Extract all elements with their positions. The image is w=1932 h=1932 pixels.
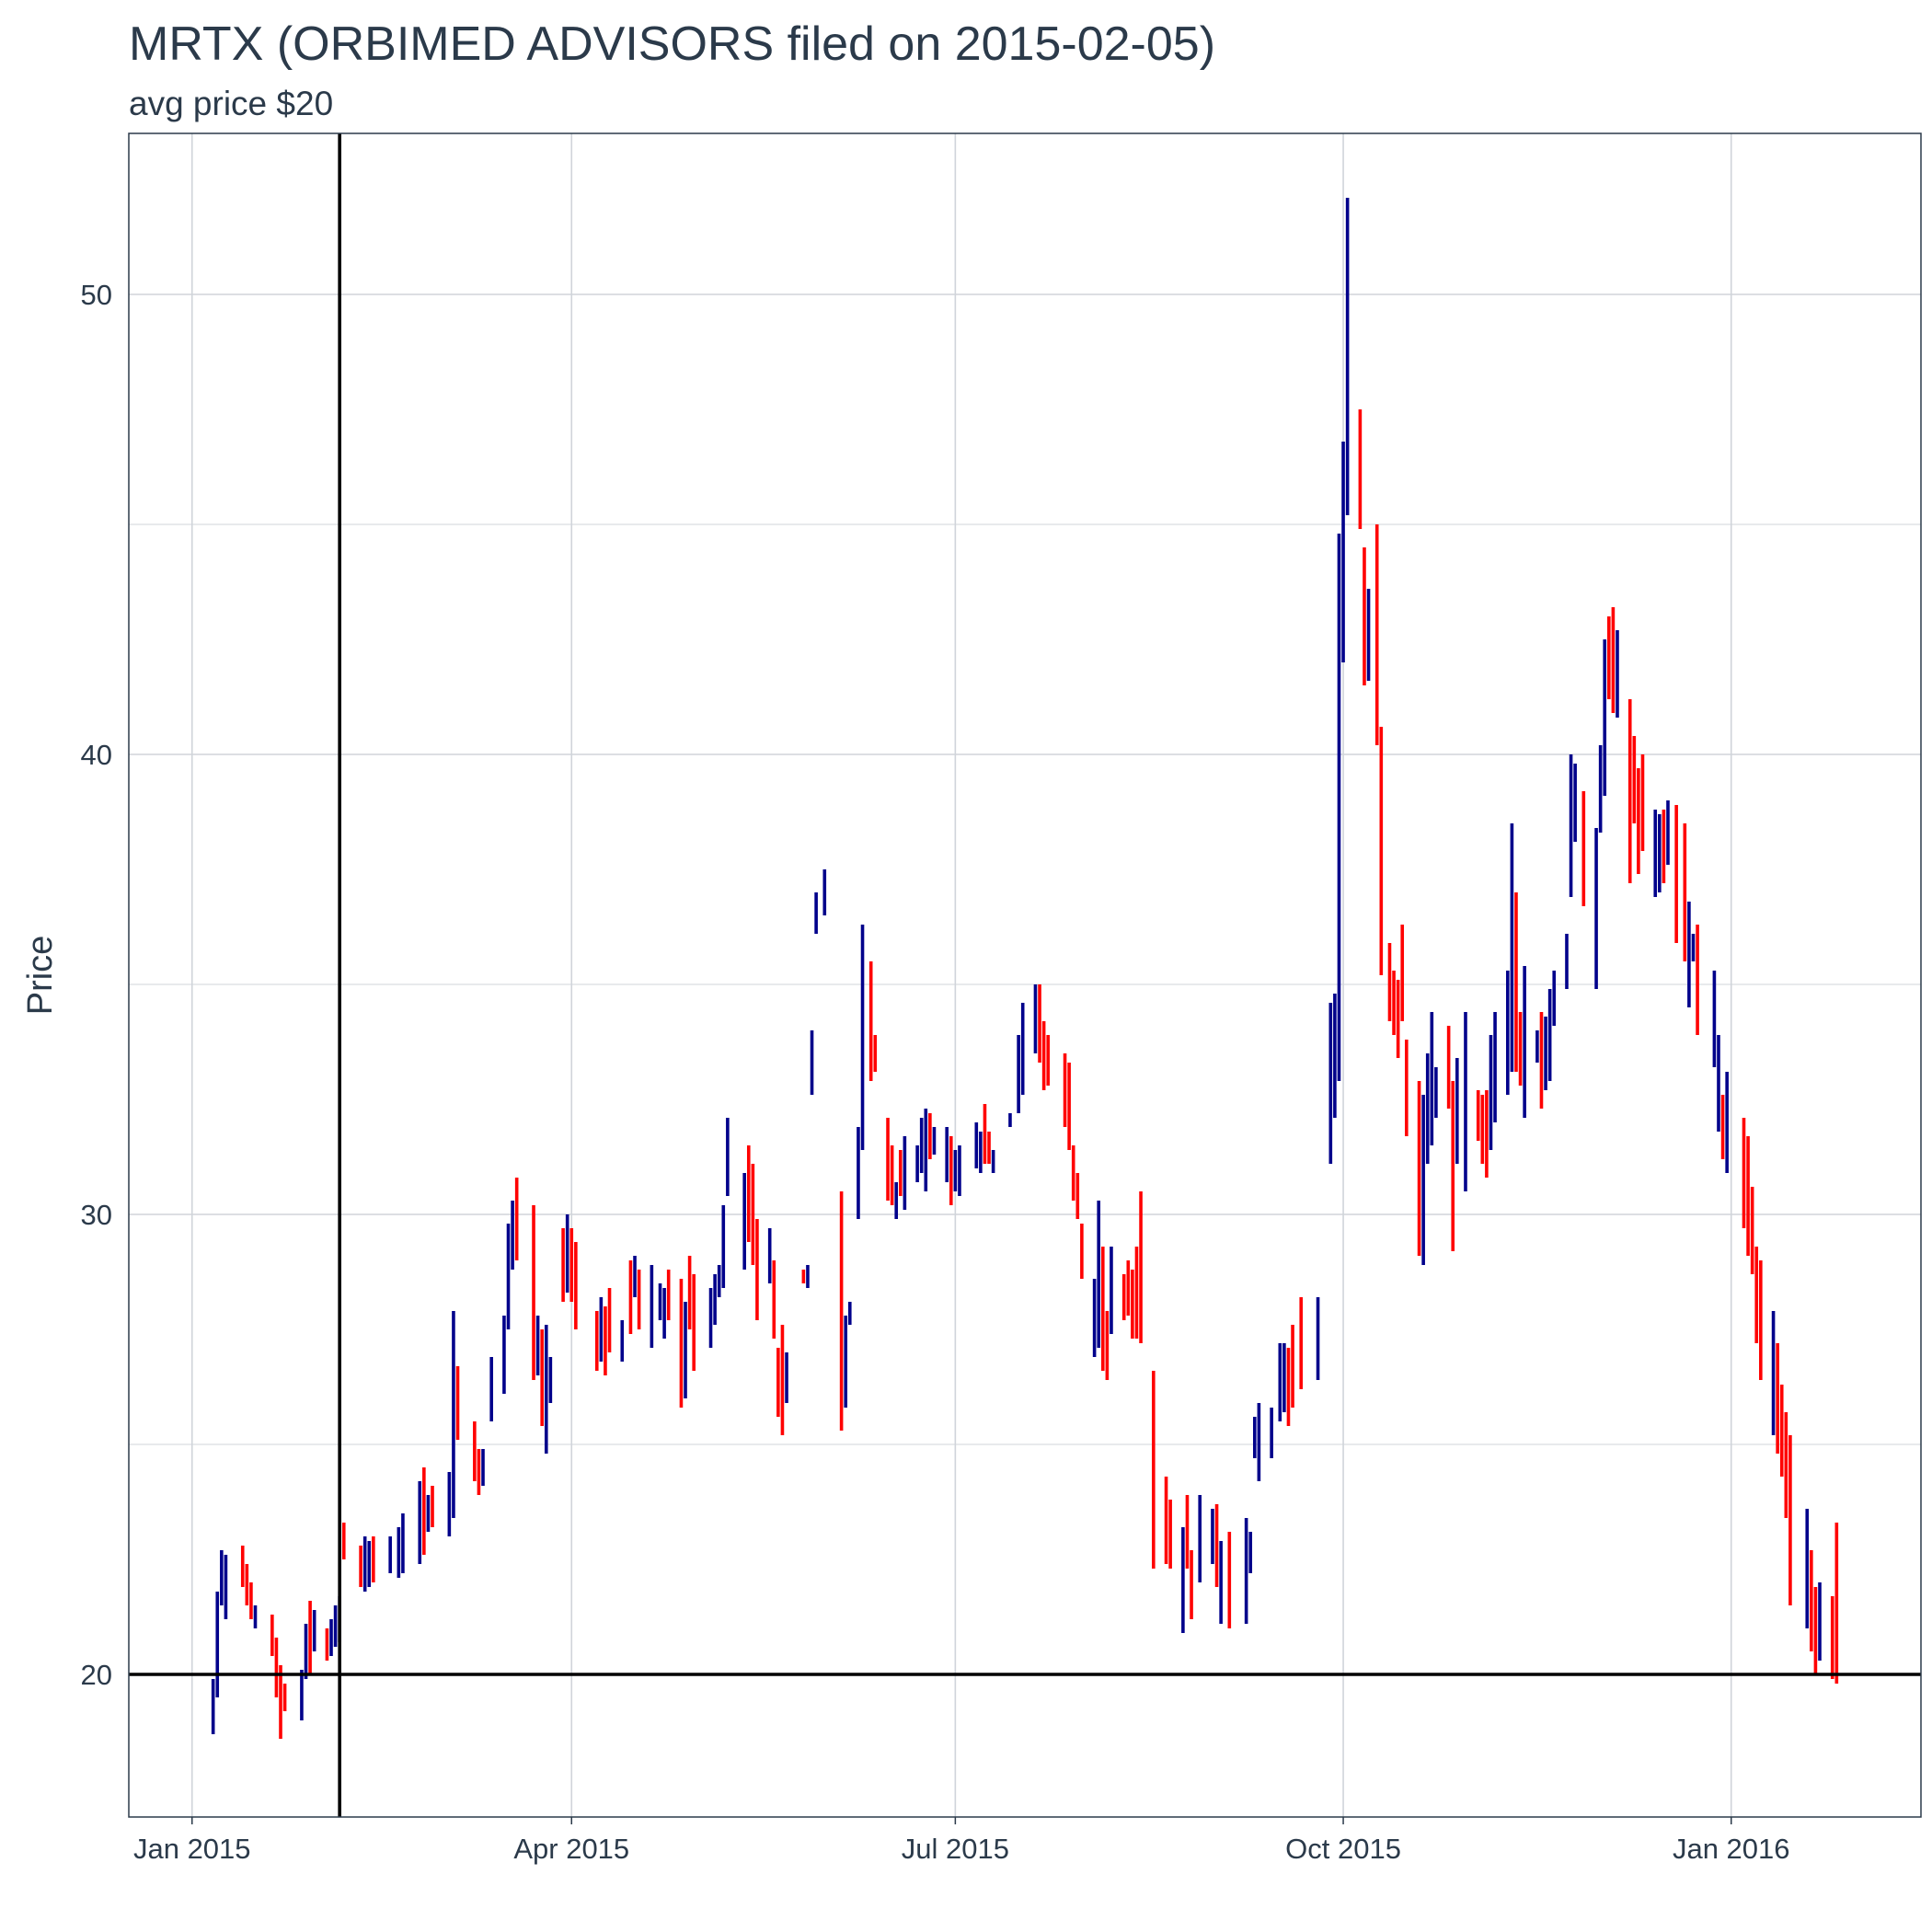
axes: 20 30 40 50 Jan 2015 Apr 2015 Jul 2015 Oct 2015… xyxy=(81,279,1790,1865)
y-tick-label: 30 xyxy=(81,1199,112,1231)
plot-panel-border xyxy=(128,132,1922,1818)
price-segments xyxy=(211,198,1839,1739)
chart-title: MRTX (ORBIMED ADVISORS filed on 2015-02-… xyxy=(129,17,1216,71)
reference-lines xyxy=(129,133,1921,1817)
y-axis-label: Price xyxy=(21,936,60,1016)
y-tick-label: 20 xyxy=(81,1659,112,1691)
y-tick-label: 40 xyxy=(81,739,112,771)
x-tick-label: Jul 2015 xyxy=(902,1833,1009,1865)
x-tick-label: Apr 2015 xyxy=(513,1833,629,1865)
chart-subtitle: avg price $20 xyxy=(129,85,334,122)
y-tick-label: 50 xyxy=(81,279,112,311)
x-tick-label: Oct 2015 xyxy=(1285,1833,1401,1865)
x-tick-label: Jan 2015 xyxy=(133,1833,251,1865)
x-tick-label: Jan 2016 xyxy=(1673,1833,1790,1865)
grid-lines xyxy=(129,133,1921,1817)
